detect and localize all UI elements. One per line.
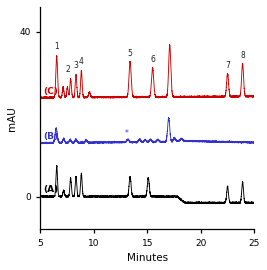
Text: 1: 1 [54, 42, 59, 52]
Text: 3: 3 [74, 61, 78, 70]
Text: (A): (A) [43, 185, 58, 194]
Text: 5: 5 [128, 49, 132, 58]
Text: 2: 2 [65, 65, 70, 74]
Text: *: * [125, 129, 129, 138]
Text: 7: 7 [225, 61, 230, 70]
Text: (C): (C) [43, 87, 58, 96]
Text: 6: 6 [150, 55, 155, 64]
Text: 8: 8 [240, 51, 245, 60]
Y-axis label: mAU: mAU [7, 106, 17, 131]
Text: 4: 4 [79, 57, 84, 66]
X-axis label: Minutes: Minutes [127, 253, 168, 263]
Text: (B): (B) [43, 132, 58, 141]
